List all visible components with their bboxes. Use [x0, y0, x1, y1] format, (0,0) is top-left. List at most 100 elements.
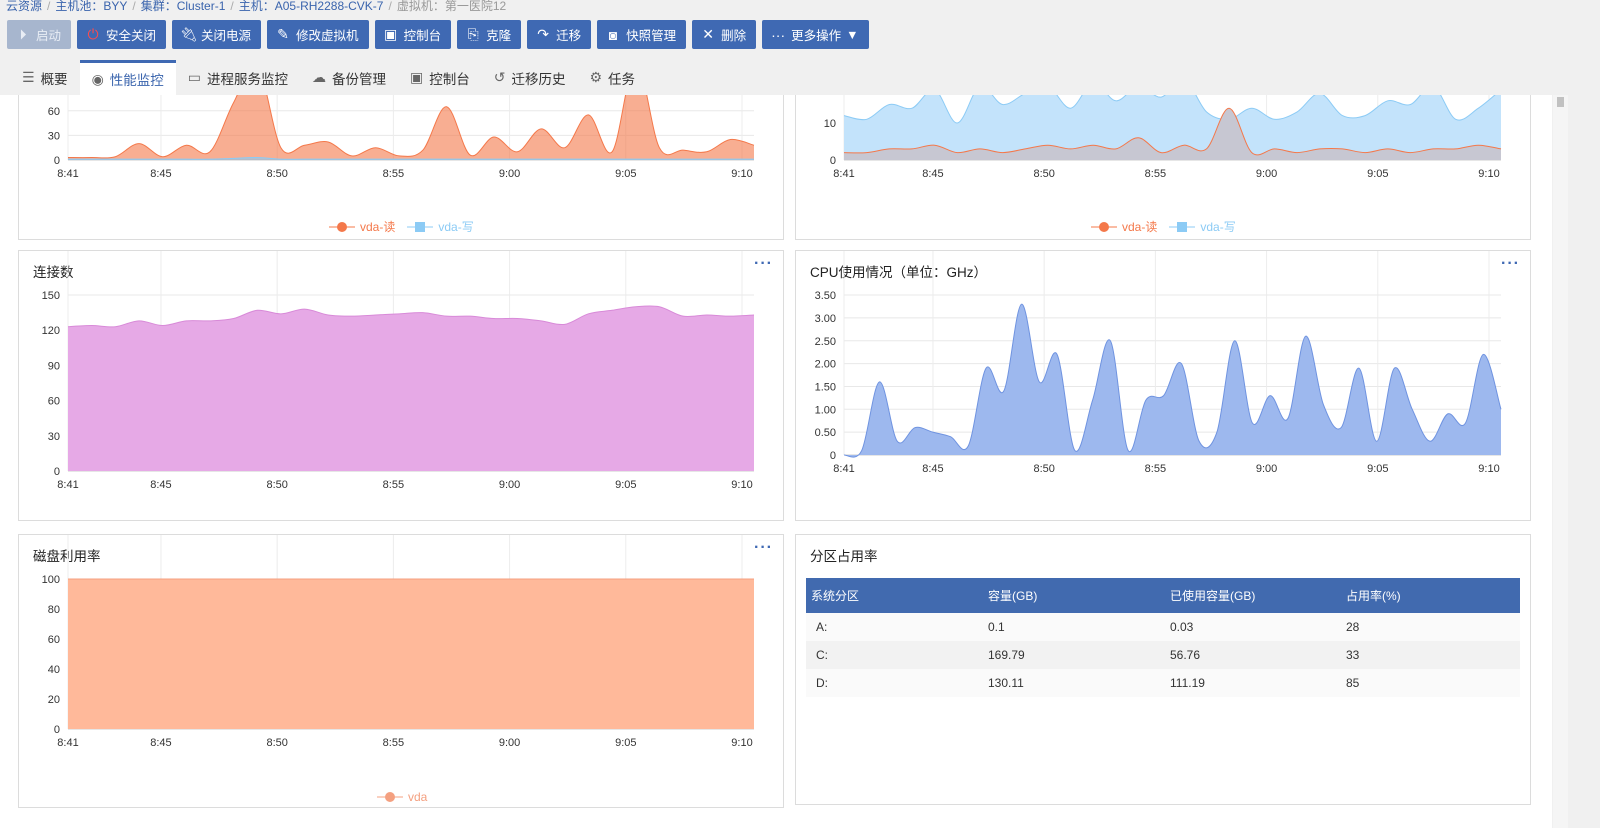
y-tick-label: 0	[830, 155, 836, 167]
breadcrumb-item: 虚拟机：第一医院12	[396, 0, 507, 13]
toolbar-button-2[interactable]: 🔌︎ 关闭电源	[172, 20, 262, 49]
series-line	[843, 107, 1502, 156]
partition-usage-card: 分区占用率 系统分区 容量(GB) 已使用容量(GB) 占用率(%) A: 0.1…	[795, 534, 1531, 805]
x-tick-label: 8:50	[266, 168, 287, 180]
tab-0[interactable]: ☰ 概要	[10, 60, 80, 95]
series-line	[68, 157, 754, 160]
legend-item[interactable]: vda-写	[407, 218, 474, 235]
y-tick-label: 30	[48, 431, 60, 443]
x-tick-label: 9:00	[499, 479, 520, 491]
disk-rate-chart-card: 0 10 8:41 8:45 8:50 8:55 9:00 9:05 9:10 vda-读 vda-…	[795, 95, 1531, 240]
tab-4[interactable]: ▣ 控制台	[398, 60, 482, 95]
x-tick-label: 9:00	[1256, 463, 1277, 475]
button-label: 安全关闭	[106, 29, 157, 43]
toolbar-button-9[interactable]: ··· 更多操作 ▼	[762, 20, 869, 49]
x-tick-label: 8:50	[266, 737, 287, 749]
series-area	[68, 305, 754, 471]
legend-marker-icon	[1091, 221, 1117, 232]
toolbar-button-4[interactable]: ▣ 控制台	[374, 20, 452, 49]
tab-5[interactable]: ↺ 迁移历史	[482, 60, 578, 95]
breadcrumb-item[interactable]: 集群：Cluster-1	[140, 0, 226, 13]
x-tick-label: 8:55	[1145, 168, 1166, 180]
legend-item[interactable]: vda-读	[329, 218, 395, 235]
legend-label: vda-写	[438, 220, 474, 234]
toolbar-button-7[interactable]: ◙ 快照管理	[597, 20, 687, 49]
disk-utilization-chart-card: 磁盘利用率 ··· 0 20 40 60 80 100 8:41 8:45 8:50 8:55 9:…	[18, 534, 784, 808]
toolbar-button-3[interactable]: ✎ 修改虚拟机	[267, 20, 369, 49]
y-tick-label: 40	[48, 664, 60, 676]
tab-label: 任务	[608, 71, 636, 87]
play-icon: ⏵	[19, 26, 27, 42]
chart-svg: 0 10 8:41 8:45 8:50 8:55 9:00 9:05 9:10	[824, 95, 1502, 180]
chart-svg: 0 30 60 90 120 150 8:41 8:45 8:50 8:55 9:00 9:05 9:1…	[42, 251, 755, 491]
tab-1[interactable]: ◉ 性能监控	[79, 60, 176, 95]
y-tick-label: 90	[48, 360, 60, 372]
x-tick-label: 8:41	[833, 168, 854, 180]
scrollbar[interactable]	[1553, 95, 1568, 828]
tab-6[interactable]: ⚙ 任务	[577, 60, 647, 95]
toolbar-button-6[interactable]: ↷ 迁移	[527, 20, 592, 49]
more-options-icon[interactable]: ···	[754, 539, 773, 556]
caret-down-icon: ▼	[846, 27, 859, 42]
cloud-icon: ☁	[312, 69, 327, 85]
card-title: 分区占用率	[810, 549, 878, 564]
cpu-chart-card: CPU使用情况（单位：GHz） ··· 0 0.50 1.00 1.50 2.00 2.5…	[795, 250, 1531, 521]
y-tick-label: 10	[824, 118, 836, 130]
legend-item[interactable]: vda-读	[1091, 218, 1157, 235]
column-header: 已使用容量(GB)	[1170, 589, 1256, 603]
gear-icon: ⚙	[589, 69, 603, 85]
breadcrumb-separator: /	[47, 0, 51, 13]
x-tick-label: 8:45	[150, 737, 171, 749]
x-tick-label: 8:55	[383, 168, 404, 180]
column-header: 容量(GB)	[988, 589, 1038, 603]
y-tick-label: 100	[42, 574, 60, 586]
button-label: 启动	[36, 29, 62, 43]
button-label: 更多操作	[791, 29, 842, 43]
table-header: 系统分区 容量(GB) 已使用容量(GB) 占用率(%)	[806, 578, 1520, 613]
series-area	[68, 579, 754, 729]
toolbar: ⏵ 启动 ⏻ 安全关闭 🔌︎ 关闭电源 ✎ 修改虚拟机 ▣ 控制台 ⎘ 克隆 ↷ 迁移 ◙ 快照管理 ✕ 删除 ··…	[7, 20, 869, 49]
history-icon: ↺	[493, 69, 506, 85]
y-tick-label: 120	[42, 325, 60, 337]
more-options-icon[interactable]: ···	[1501, 255, 1520, 272]
console-icon: ▣	[410, 69, 424, 85]
toolbar-button-8[interactable]: ✕ 删除	[692, 20, 757, 49]
x-tick-label: 8:55	[1145, 463, 1166, 475]
y-tick-label: 0	[54, 155, 60, 167]
tab-bar: ☰ 概要 ◉ 性能监控 ▭ 进程服务监控 ☁ 备份管理 ▣ 控制台 ↺ 迁移历史 ⚙ 任务	[0, 60, 647, 95]
button-label: 快照管理	[626, 29, 677, 43]
toolbar-button-0[interactable]: ⏵ 启动	[7, 20, 72, 49]
breadcrumb-item[interactable]: 云资源	[6, 0, 43, 13]
share-arrow-icon: ↷	[537, 26, 549, 42]
table-cell: D:	[816, 676, 828, 690]
x-tick-label: 9:05	[615, 737, 636, 749]
x-tick-label: 8:55	[383, 479, 404, 491]
button-label: 克隆	[486, 29, 512, 43]
scrollbar-thumb[interactable]	[1557, 97, 1564, 107]
more-options-icon[interactable]: ···	[754, 255, 773, 272]
x-tick-label: 9:05	[615, 479, 636, 491]
tab-3[interactable]: ☁ 备份管理	[300, 60, 398, 95]
legend-item[interactable]: vda-写	[1169, 218, 1236, 235]
x-tick-label: 9:10	[731, 168, 752, 180]
plug-icon: 🔌︎	[180, 26, 198, 42]
legend-item[interactable]: vda	[377, 790, 427, 804]
table-cell: 130.11	[988, 676, 1024, 690]
tab-label: 进程服务监控	[207, 71, 289, 87]
legend-marker-icon	[407, 221, 434, 232]
x-tick-label: 8:55	[383, 737, 404, 749]
x-tick-label: 9:00	[499, 737, 520, 749]
x-tick-label: 9:10	[731, 479, 752, 491]
breadcrumb-item[interactable]: 主机池：BYY	[55, 0, 128, 13]
toolbar-button-1[interactable]: ⏻ 安全关闭	[77, 20, 167, 49]
legend-marker-icon	[377, 792, 403, 802]
toolbar-button-5[interactable]: ⎘ 克隆	[457, 20, 522, 49]
x-tick-label: 8:41	[833, 463, 854, 475]
x-tick-label: 9:05	[1367, 463, 1388, 475]
breadcrumb: 云资源 / 主机池：BYY / 集群：Cluster-1 / 主机：A05-RH2288-C…	[6, 0, 506, 14]
y-tick-label: 0.50	[815, 427, 836, 439]
tab-2[interactable]: ▭ 进程服务监控	[176, 60, 300, 95]
y-tick-label: 80	[48, 604, 60, 616]
x-tick-label: 8:45	[150, 479, 171, 491]
breadcrumb-item[interactable]: 主机：A05-RH2288-CVK-7	[238, 0, 384, 13]
